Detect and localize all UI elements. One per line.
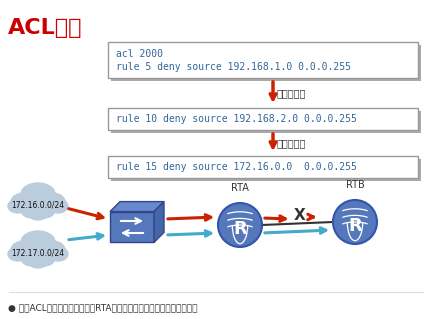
Text: RTA: RTA — [231, 183, 249, 193]
Text: acl 2000: acl 2000 — [116, 49, 163, 59]
FancyBboxPatch shape — [111, 111, 421, 133]
Ellipse shape — [21, 202, 43, 218]
Ellipse shape — [8, 247, 28, 261]
Text: rule 5 deny source 192.168.1.0 0.0.0.255: rule 5 deny source 192.168.1.0 0.0.0.255 — [116, 62, 351, 72]
Circle shape — [333, 200, 377, 244]
FancyBboxPatch shape — [108, 156, 418, 178]
Polygon shape — [110, 211, 154, 242]
Ellipse shape — [33, 202, 55, 218]
Text: rule 10 deny source 192.168.2.0 0.0.0.255: rule 10 deny source 192.168.2.0 0.0.0.25… — [116, 114, 357, 124]
Ellipse shape — [21, 250, 43, 266]
Ellipse shape — [21, 231, 55, 253]
Text: R: R — [348, 217, 362, 235]
Polygon shape — [110, 202, 164, 211]
Ellipse shape — [29, 256, 47, 268]
Ellipse shape — [48, 247, 68, 261]
Text: ● 每个ACL可以包含多个规则，RTA根据规则来对数据流量进行过滤小路: ● 每个ACL可以包含多个规则，RTA根据规则来对数据流量进行过滤小路 — [8, 303, 197, 313]
Ellipse shape — [33, 250, 55, 266]
FancyBboxPatch shape — [108, 42, 418, 78]
Text: 172.16.0.0/24: 172.16.0.0/24 — [11, 201, 64, 210]
FancyBboxPatch shape — [111, 45, 421, 81]
Ellipse shape — [48, 199, 68, 213]
Polygon shape — [154, 202, 164, 242]
Text: R: R — [233, 220, 247, 238]
Text: RTB: RTB — [346, 180, 364, 190]
Circle shape — [218, 203, 262, 247]
Ellipse shape — [8, 199, 28, 213]
FancyBboxPatch shape — [111, 159, 421, 181]
Text: 如果未匹配: 如果未匹配 — [277, 138, 306, 148]
Text: rule 15 deny source 172.16.0.0  0.0.0.255: rule 15 deny source 172.16.0.0 0.0.0.255 — [116, 162, 357, 172]
FancyBboxPatch shape — [108, 108, 418, 130]
Ellipse shape — [21, 183, 55, 205]
Text: 如果未匹配: 如果未匹配 — [277, 88, 306, 98]
Text: 172.17.0.0/24: 172.17.0.0/24 — [11, 249, 64, 257]
Ellipse shape — [39, 241, 65, 259]
Ellipse shape — [11, 241, 37, 259]
Text: X: X — [294, 207, 305, 222]
Text: ACL规则: ACL规则 — [8, 18, 83, 38]
Ellipse shape — [39, 193, 65, 211]
Ellipse shape — [29, 208, 47, 220]
Ellipse shape — [11, 193, 37, 211]
